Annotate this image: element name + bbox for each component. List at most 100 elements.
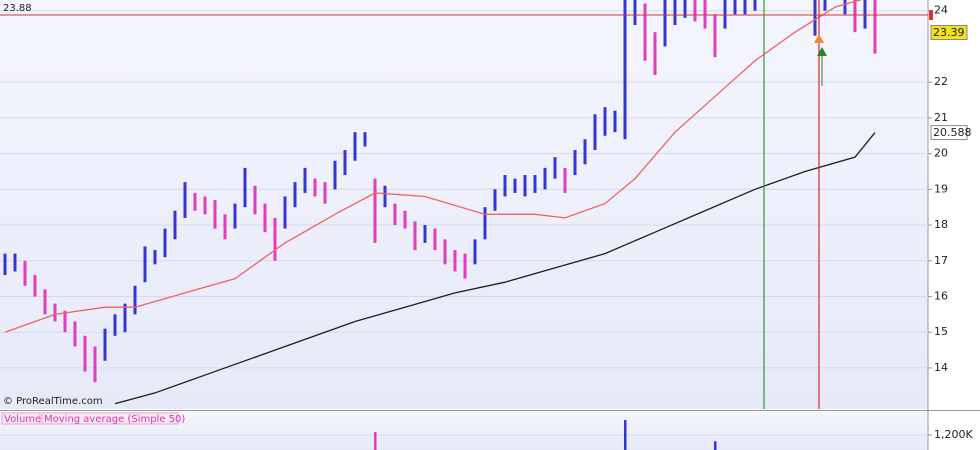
price-bar (713, 14, 717, 58)
y-tick-label: 24 (934, 4, 948, 17)
price-tag-label: 20.588 (933, 126, 972, 139)
price-bar (413, 221, 417, 251)
legend-box (41, 412, 179, 425)
price-bar (593, 114, 597, 151)
price-bar (453, 250, 457, 272)
legend-box (1, 412, 41, 425)
price-bar (583, 139, 587, 165)
price-bar (283, 196, 287, 229)
price-bar (733, 0, 737, 15)
y-tick-label: 1,200K (934, 428, 973, 441)
price-bar (433, 228, 437, 251)
y-tick-label: 17 (934, 254, 948, 267)
price-bar (483, 207, 487, 240)
price-bar (93, 346, 97, 383)
reference-label: 23.88 (3, 3, 32, 14)
price-bar (233, 203, 237, 229)
y-tick-label: 21 (934, 111, 948, 124)
price-bar (703, 0, 707, 29)
price-tag-label: 23.39 (933, 26, 965, 39)
price-bar (213, 200, 217, 229)
price-bar (563, 167, 567, 193)
price-bar (743, 0, 747, 15)
price-bar (193, 192, 197, 211)
y-tick-label: 14 (934, 361, 948, 374)
price-bar (253, 185, 257, 215)
y-tick-label: 22 (934, 75, 948, 88)
orange-arrow (814, 34, 824, 43)
price-bar (393, 203, 397, 226)
price-bar (73, 321, 77, 347)
price-plot (0, 0, 928, 405)
price-bar (343, 150, 347, 176)
price-bar (573, 150, 577, 176)
price-bar (53, 303, 57, 322)
price-bar (313, 178, 317, 197)
price-bar (203, 196, 207, 215)
price-bar (463, 253, 467, 279)
price-bar (363, 132, 367, 147)
volume-bar (714, 441, 717, 450)
price-bar (843, 0, 847, 15)
y-tick-label: 20 (934, 147, 948, 160)
price-bar (403, 210, 407, 229)
y-tick-label: 15 (934, 325, 948, 338)
legend-entry: Moving average (Simple 50) (44, 414, 185, 425)
price-bar (523, 175, 527, 197)
price-axis: 14 15 16 17 18 19 20 21 22 24 23.39 20.588 1,200K (928, 4, 973, 441)
price-bar (753, 0, 757, 11)
green-arrow (817, 47, 827, 56)
price-bar (113, 314, 117, 336)
price-bar (263, 203, 267, 233)
price-bar (513, 178, 517, 193)
price-bar (633, 0, 637, 26)
price-bar (153, 250, 157, 265)
y-tick-label: 16 (934, 289, 948, 302)
price-bar (533, 175, 537, 193)
volume-bar (374, 432, 377, 450)
price-bar (543, 167, 547, 190)
price-bar (423, 225, 427, 243)
price-bar (863, 0, 867, 29)
price-bar (173, 210, 177, 240)
volume-plot (0, 419, 928, 450)
price-bar (443, 239, 447, 265)
price-bar (623, 0, 627, 140)
price-bar (643, 3, 647, 61)
price-bar (33, 275, 37, 297)
price-bar (23, 260, 27, 286)
price-bar (663, 0, 667, 47)
moving-average (4, 0, 863, 333)
y-tick-label: 18 (934, 218, 948, 231)
price-bar (503, 175, 507, 197)
price-bar (183, 182, 187, 218)
price-bar (83, 335, 87, 372)
price-bar (373, 178, 377, 243)
copyright: © ProRealTime.com (3, 396, 103, 407)
reference-tag (929, 10, 933, 21)
price-bar (103, 328, 107, 361)
price-bar (243, 167, 247, 208)
price-bar (323, 182, 327, 204)
price-bar (133, 285, 137, 315)
price-bar (473, 239, 477, 265)
moving-average (114, 132, 876, 405)
price-bar (163, 228, 167, 258)
price-bar (493, 189, 497, 211)
price-bar (43, 289, 47, 315)
price-bar (333, 160, 337, 190)
price-bar (3, 253, 7, 276)
price-bar (673, 0, 677, 26)
price-bar (853, 0, 857, 33)
legend-entry: Volume (4, 414, 41, 425)
price-bar (63, 310, 67, 333)
price-tag (930, 25, 968, 41)
price-bar (653, 32, 657, 76)
volume-bar (624, 419, 627, 450)
price-bar (823, 0, 827, 11)
price-bar (813, 0, 817, 36)
price-bar (143, 246, 147, 283)
price-bar (613, 110, 617, 133)
price-bar (273, 217, 277, 261)
